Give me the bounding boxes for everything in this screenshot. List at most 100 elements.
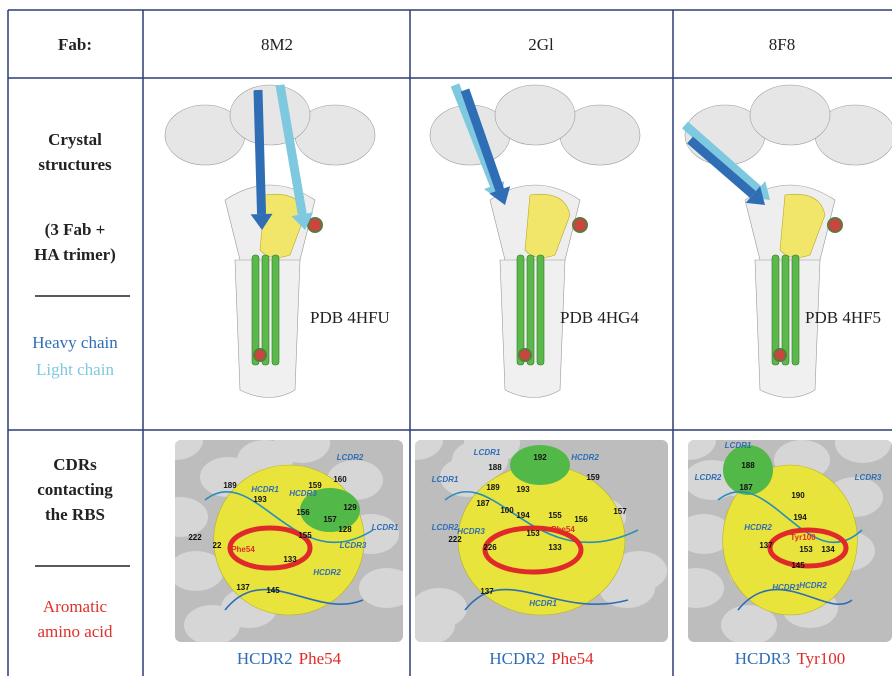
helix <box>792 255 799 365</box>
residue-label: 137 <box>759 541 773 550</box>
header-cell: 2Gl <box>528 35 554 54</box>
surface-bump <box>274 423 330 463</box>
figure: Fab: 8M2 2Gl 8F8 Crystal structures (3 F… <box>0 0 892 676</box>
helix <box>527 255 534 365</box>
residue-label: 188 <box>488 463 502 472</box>
helix <box>537 255 544 365</box>
legend-aromatic: amino acid <box>37 622 113 641</box>
ligand <box>573 218 587 232</box>
residue-label: 193 <box>516 485 530 494</box>
residue-label: 156 <box>574 515 588 524</box>
residue-label: 145 <box>791 561 805 570</box>
residue-label: 187 <box>739 483 753 492</box>
residue-label: 129 <box>343 503 357 512</box>
residue-label: 222 <box>448 535 462 544</box>
legend-heavy: Heavy chain <box>32 333 118 352</box>
antibody-fab <box>750 85 830 145</box>
residue-label: LCDR1 <box>474 448 501 457</box>
residue-label: 157 <box>323 515 337 524</box>
residue-label: 190 <box>791 491 805 500</box>
residue-label: 189 <box>223 481 237 490</box>
residue-label: 22 <box>213 541 222 550</box>
rbs-surface: LCDR1192188HCDR2LCDR1189159193187100LCDR… <box>387 420 668 645</box>
surface-bump <box>411 588 467 628</box>
row-subtitle: (3 Fab + <box>45 220 106 239</box>
residue-label: 160 <box>333 475 347 484</box>
surface-bump <box>660 420 716 460</box>
crystal-structure <box>685 85 892 398</box>
residue-label: HCDR1 <box>772 583 800 592</box>
residue-label: LCDR1 <box>372 523 399 532</box>
residue-label: 222 <box>188 533 202 542</box>
residue-label: LCDR3 <box>855 473 882 482</box>
ligand <box>774 349 786 361</box>
residue-label: 133 <box>548 543 562 552</box>
row-title: structures <box>38 155 112 174</box>
residue-label: 193 <box>253 495 267 504</box>
contact-green <box>510 445 570 485</box>
header-cell: 8F8 <box>769 35 795 54</box>
header-cell: Fab: <box>58 35 92 54</box>
residue-label: 156 <box>296 508 310 517</box>
residue-label: 153 <box>526 529 540 538</box>
residue-label: 153 <box>799 545 813 554</box>
caption: HCDR2 Phe54 <box>237 649 342 668</box>
caption-residue: Phe54 <box>299 649 342 668</box>
residue-label: LCDR1 <box>725 441 752 450</box>
residue-label: 100 <box>500 506 514 515</box>
row-title: contacting <box>37 480 113 499</box>
residue-label: LCDR2 <box>337 453 364 462</box>
arrow-shaft <box>258 90 262 214</box>
pdb-label: PDB 4HF5 <box>805 308 881 327</box>
residue-label: LCDR2 <box>432 523 459 532</box>
pdb-label: PDB 4HG4 <box>560 308 639 327</box>
ligand <box>308 218 322 232</box>
row-title: the RBS <box>45 505 105 524</box>
pdb-label: PDB 4HFU <box>310 308 390 327</box>
surface-bump <box>359 568 415 608</box>
residue-label: 194 <box>516 511 530 520</box>
residue-label: Tyr100 <box>790 533 816 542</box>
residue-label: 192 <box>533 453 547 462</box>
helix <box>272 255 279 365</box>
residue-label: Phe54 <box>551 525 575 534</box>
residue-label: 157 <box>613 507 627 516</box>
caption: HCDR2 Phe54 <box>489 649 594 668</box>
caption-loop: HCDR2 <box>489 649 545 668</box>
helix <box>262 255 269 365</box>
residue-label: Phe54 <box>231 545 255 554</box>
residue-label: 133 <box>283 555 297 564</box>
residue-label: HCDR1 <box>529 599 557 608</box>
caption-residue: Tyr100 <box>796 649 845 668</box>
surface-bump <box>835 423 891 463</box>
residue-label: HCDR2 <box>744 523 772 532</box>
crystal-structure <box>165 85 375 398</box>
residue-label: LCDR3 <box>340 541 367 550</box>
residue-label: 137 <box>480 587 494 596</box>
caption: HCDR3 Tyr100 <box>735 649 846 668</box>
ligand <box>828 218 842 232</box>
residue-label: 155 <box>548 511 562 520</box>
legend-light: Light chain <box>36 360 114 379</box>
row-title: CDRs <box>53 455 97 474</box>
caption-residue: Phe54 <box>551 649 594 668</box>
caption-loop: HCDR2 <box>237 649 293 668</box>
residue-label: LCDR1 <box>432 475 459 484</box>
residue-label: HCDR3 <box>289 489 317 498</box>
row-title: Crystal <box>48 130 102 149</box>
antibody-fab <box>230 85 310 145</box>
residue-label: 128 <box>338 525 352 534</box>
surface-bump <box>152 497 208 537</box>
ligand <box>254 349 266 361</box>
residue-label: HCDR2 <box>313 568 341 577</box>
caption-loop: HCDR3 <box>735 649 791 668</box>
residue-label: 145 <box>266 586 280 595</box>
residue-label: LCDR2 <box>695 473 722 482</box>
residue-label: HCDR2 <box>799 581 827 590</box>
ligand <box>519 349 531 361</box>
residue-label: HCDR2 <box>571 453 599 462</box>
surface-bump <box>668 568 724 608</box>
legend-aromatic: Aromatic <box>43 597 108 616</box>
helix <box>782 255 789 365</box>
